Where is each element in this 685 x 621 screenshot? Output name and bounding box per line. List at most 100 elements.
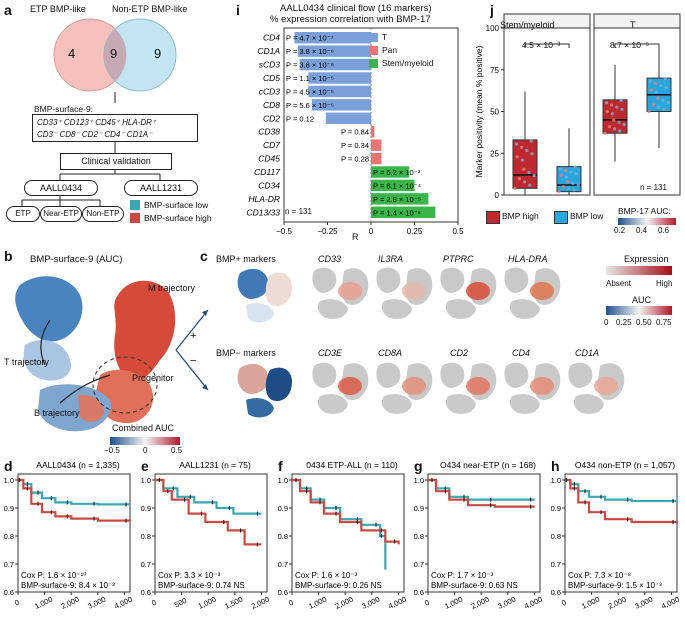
subgroup-non-etp: Non-ETP bbox=[82, 206, 124, 222]
legend-bmp-low-label: BMP low bbox=[570, 211, 604, 221]
box-point bbox=[520, 158, 525, 162]
km-bmp-text: BMP-surface-9: 0.74 NS bbox=[158, 581, 245, 590]
box-point bbox=[615, 105, 619, 109]
bar-category-label: CD4 bbox=[263, 33, 280, 43]
thumb-b-lobe bbox=[509, 299, 540, 319]
km-xtick-label: 0 bbox=[150, 598, 158, 608]
km-ytick-label: 0.6 bbox=[551, 588, 561, 597]
bar-category-label: CD8 bbox=[263, 100, 280, 110]
box-point bbox=[659, 83, 663, 88]
auc-plus-t-lobe bbox=[237, 268, 269, 299]
bar-pvalue-label: P = 4.5 × 10⁻⁵ bbox=[286, 87, 334, 96]
km-title: AALL1231 (n = 75) bbox=[179, 460, 251, 470]
box-ytick-label: 100 bbox=[486, 24, 500, 33]
box-point bbox=[622, 122, 626, 126]
box-point bbox=[523, 180, 527, 184]
km-ytick-label: 0.6 bbox=[4, 588, 14, 597]
km-xtick-label: 3,000 bbox=[496, 595, 517, 611]
box-point bbox=[520, 145, 524, 149]
km-ytick-label: 1.0 bbox=[551, 476, 561, 485]
legend-bmp-low-swatch bbox=[554, 211, 568, 224]
box-point bbox=[528, 183, 532, 187]
bar-scd3 bbox=[299, 58, 371, 71]
box-point bbox=[513, 186, 517, 190]
box-point bbox=[603, 131, 607, 135]
box-point bbox=[666, 101, 670, 105]
clinical-validation-box: Clinical validation bbox=[60, 153, 172, 170]
box-point bbox=[559, 173, 563, 178]
bar-ccd3 bbox=[308, 85, 371, 98]
km-ytick-label: 0.9 bbox=[278, 504, 288, 513]
thumb-t-lobe bbox=[440, 267, 465, 293]
umap-m-cluster bbox=[114, 280, 176, 382]
km-curve-low bbox=[18, 478, 130, 506]
km-ytick-label: 1.0 bbox=[4, 476, 14, 485]
umap-plot bbox=[15, 276, 180, 445]
bar-category-label: CD7 bbox=[263, 140, 280, 150]
expression-title: Expression bbox=[624, 254, 669, 264]
km-bmp-text: BMP-surface-9: 0.26 NS bbox=[295, 581, 382, 590]
box-point bbox=[654, 81, 658, 85]
km-ytick-label: 0.8 bbox=[414, 532, 424, 541]
box-point bbox=[604, 101, 609, 105]
km-curve-high bbox=[565, 478, 679, 524]
auc-title: AUC bbox=[632, 295, 652, 305]
box-ytick-label: 50 bbox=[490, 108, 499, 117]
km-ytick-label: 0.6 bbox=[414, 588, 424, 597]
gene-cd4: CD4 bbox=[512, 348, 531, 358]
venn-overlap-count: 9 bbox=[110, 46, 118, 61]
bar-pvalue-label: P = 0.84 bbox=[341, 128, 369, 137]
km-xtick-label: 3,000 bbox=[633, 595, 654, 611]
bmp17-auc-title: BMP-17 AUC: bbox=[618, 206, 671, 216]
box-point bbox=[517, 177, 522, 181]
box-point bbox=[564, 168, 568, 173]
cbar-tick-mid: 0 bbox=[143, 446, 148, 455]
bmp17-auc-tick-2: 0.6 bbox=[658, 226, 670, 235]
km-curve-low bbox=[565, 478, 677, 503]
box-point bbox=[662, 107, 666, 111]
bar-category-label: CD5 bbox=[263, 73, 280, 83]
box-iqr bbox=[556, 166, 582, 193]
thumb-b-lobe bbox=[317, 394, 348, 414]
label-progenitor: Progenitor bbox=[132, 373, 174, 383]
km-panel-f: 0434 ETP-ALL (n = 110) 1.0 0.9 0.8 0.7 0.60 1,… bbox=[278, 460, 408, 611]
gene-cd3e: CD3E bbox=[318, 348, 343, 358]
box-point bbox=[654, 90, 659, 94]
box-point bbox=[617, 120, 621, 124]
km-title: 0434 ETP-ALL (n = 110) bbox=[306, 460, 398, 470]
bmp-plus-auc-umap bbox=[237, 268, 292, 323]
cbar-tick-high: 0.5 bbox=[171, 446, 183, 455]
bar-category-label: CD38 bbox=[258, 127, 280, 137]
label-b-trajectory: B trajectory bbox=[34, 408, 80, 418]
box-ytick-label: 25 bbox=[490, 149, 499, 158]
km-xtick-label: 4,000 bbox=[523, 595, 544, 611]
km-curve-high bbox=[292, 478, 400, 545]
thumb-t-lobe bbox=[376, 267, 401, 293]
bar-category-label: CD34 bbox=[258, 180, 280, 190]
bar-category-label: cCD3 bbox=[259, 86, 281, 96]
km-xtick-label: 3,000 bbox=[86, 595, 107, 611]
legend-pan-swatch bbox=[369, 46, 378, 55]
legend-pan-label: Pan bbox=[382, 45, 398, 55]
signature-line-2: CD3⁻ CD8⁻ CD2⁻ CD4⁻ CD1A⁻ bbox=[37, 130, 153, 139]
bar-category-label: CD45 bbox=[258, 154, 280, 164]
box-significance-bracket bbox=[524, 43, 570, 48]
km-frame bbox=[291, 473, 405, 593]
bar-title-2: % expression correlation with BMP-17 bbox=[270, 14, 431, 25]
gene-cd1a: CD1A bbox=[575, 348, 600, 358]
facet-stem-title: Stem/myeloid bbox=[500, 20, 555, 30]
km-bmp-text: BMP-surface-9: 8.4 × 10⁻³ bbox=[21, 581, 115, 590]
legend-t-label: T bbox=[382, 32, 388, 42]
auc-tick-1: 0.25 bbox=[616, 318, 632, 327]
box-point bbox=[522, 167, 526, 171]
thumb-expression bbox=[402, 282, 426, 300]
bar-cd2 bbox=[325, 112, 371, 124]
box-point bbox=[661, 98, 665, 103]
bmp-plus-gene-umap bbox=[440, 267, 497, 319]
legend-stem-swatch bbox=[369, 59, 378, 68]
venn-overlap bbox=[103, 29, 127, 81]
thumb-b-lobe bbox=[317, 299, 348, 319]
gene-il3ra: IL3RA bbox=[378, 254, 404, 264]
bar-pvalue-label: P = 2.8 × 10⁻⁵ bbox=[373, 195, 421, 204]
